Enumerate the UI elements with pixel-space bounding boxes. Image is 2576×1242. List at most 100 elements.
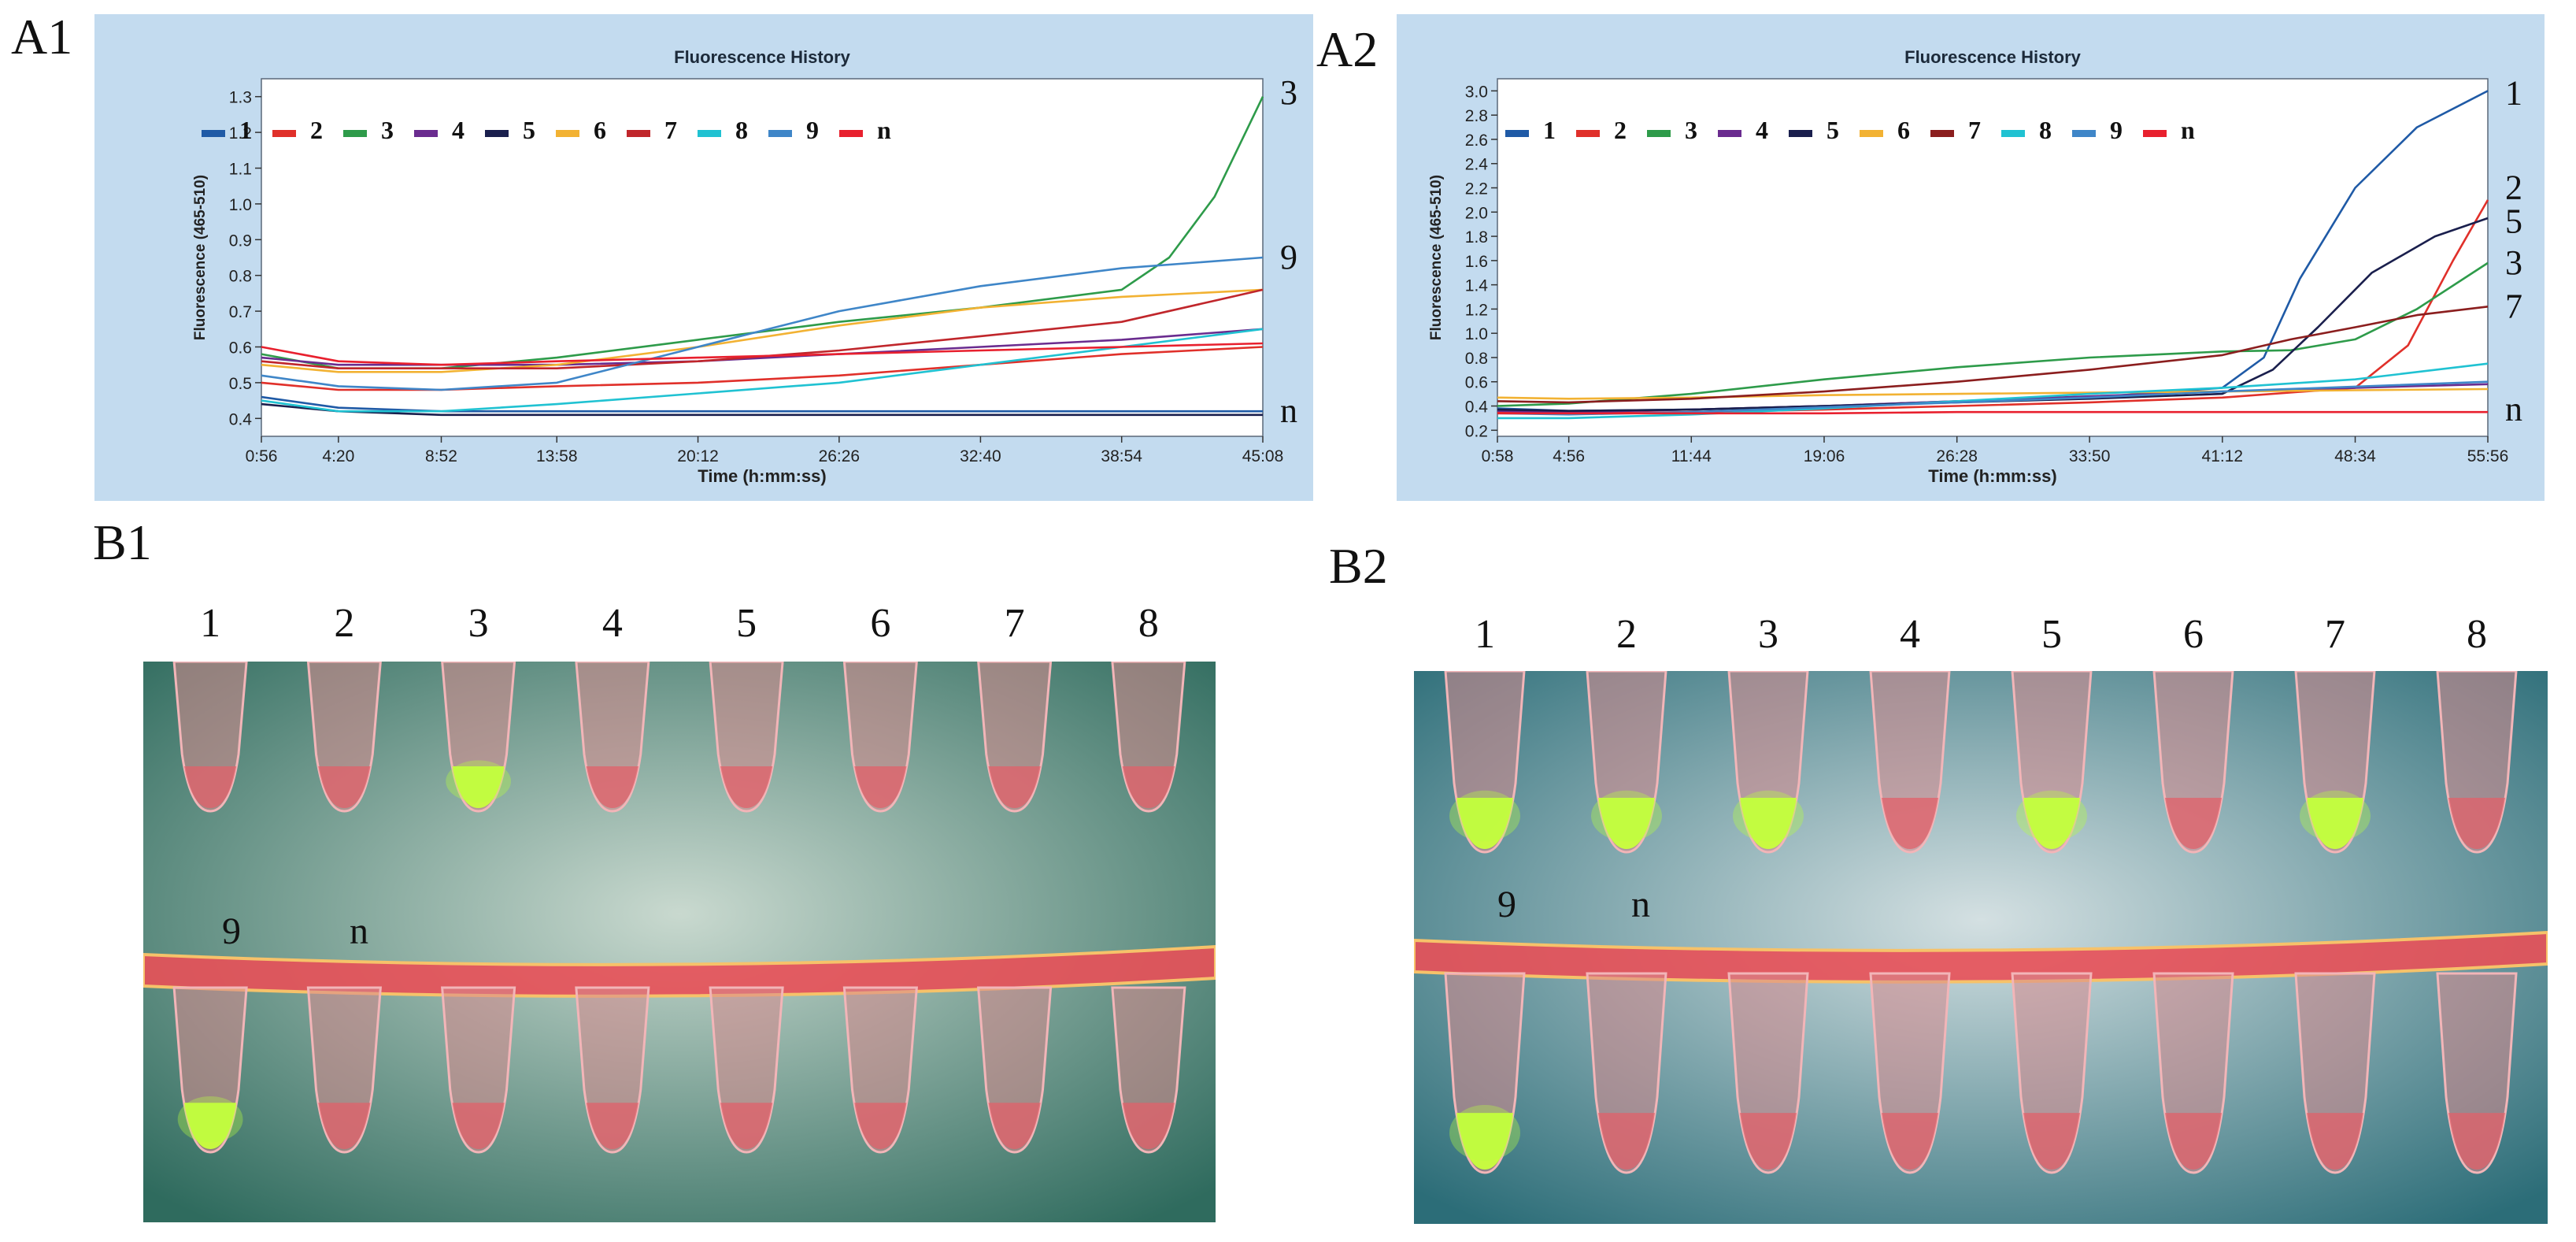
b2-top-tube-5 (2011, 671, 2093, 854)
b1-bottom-tube-1 (172, 986, 248, 1154)
chart-a1-y-label: Fluorescence (465-510) (192, 175, 209, 340)
b2-bottom-tube-6-liquid (2165, 1113, 2222, 1170)
chart-a1-x-tick-label: 0:56 (246, 447, 278, 465)
chart-a1-y-tick-label: 0.7 (229, 303, 252, 321)
chart-a2-x-tick-label: 55:56 (2467, 447, 2509, 465)
chart-a1-legend-swatch-1 (202, 130, 225, 137)
b1-top-tube-2-liquid (318, 766, 371, 808)
chart-a2-x-tick-label: 48:34 (2334, 447, 2376, 465)
chart-a1-x-tick-label: 26:26 (819, 447, 861, 465)
b2-tube-number-2: 2 (1616, 612, 1637, 657)
b2-top-tube-3 (1727, 671, 1809, 854)
chart-a1-series-2-line (261, 346, 1264, 391)
chart-a2-legend-swatch-2 (1576, 130, 1600, 137)
b2-top-tube-3-fluorescent-liquid (1740, 798, 1797, 849)
chart-a2-legend-label-7: 7 (1968, 116, 1981, 144)
b2-bottom-tube-4 (1869, 972, 1951, 1174)
chart-a2-y-tick-label: 3.0 (1465, 83, 1488, 101)
b1-tube-number-2: 2 (334, 601, 355, 646)
chart-a2-legend-swatch-3 (1647, 130, 1671, 137)
b1-bottom-tube-6 (842, 986, 918, 1154)
chart-a1-legend-swatch-8 (698, 130, 721, 137)
chart-a1-series-9-line (261, 256, 1264, 391)
chart-a2-y-tick-label: 0.6 (1465, 374, 1488, 392)
b1-top-tube-1-liquid (184, 766, 237, 808)
b1-top-tube-7 (977, 662, 1053, 813)
chart-a2-series-6-line (1497, 387, 2489, 400)
chart-a1-legend-swatch-7 (627, 130, 650, 137)
b2-tube-number-7: 7 (2325, 612, 2345, 657)
chart-a1-legend-label-n: n (877, 116, 891, 144)
b1-bottom-tube-8 (1111, 986, 1186, 1154)
b2-bottom-tube-7 (2294, 972, 2376, 1174)
chart-a2-legend-label-6: 6 (1897, 116, 1910, 144)
b2-top-tube-1 (1444, 671, 1526, 854)
b1-tube-number-5: 5 (736, 601, 757, 646)
b1-top-tube-4-liquid (586, 766, 638, 808)
chart-a1-legend-label-7: 7 (664, 116, 677, 144)
chart-a1-legend-label-9: 9 (806, 116, 819, 144)
b2-top-tube-4-liquid (1882, 798, 1938, 849)
b1-bottom-tube-4 (575, 986, 650, 1154)
b2-bottom-tube-5-liquid (2023, 1113, 2080, 1170)
panel-label-a2: A2 (1316, 21, 1379, 77)
chart-a1-x-tick-label: 4:20 (322, 447, 354, 465)
chart-a2-title: Fluorescence History (1904, 47, 2082, 67)
chart-a2-end-label-n: n (2505, 390, 2522, 428)
chart-a2-legend-swatch-8 (2001, 130, 2025, 137)
chart-a1-x-tick-label: 20:12 (677, 447, 719, 465)
b1-tube-number-6: 6 (870, 601, 891, 646)
b2-bottom-tube-3 (1727, 972, 1809, 1174)
chart-a1-series-1-line (261, 395, 1263, 413)
b1-top-tube-1 (172, 662, 248, 813)
chart-a2-x-tick-label: 19:06 (1804, 447, 1845, 465)
b1-bottom-tube-1-fluorescent-liquid (184, 1103, 237, 1149)
chart-a2-legend-label-n: n (2181, 116, 2195, 144)
chart-a1-title: Fluorescence History (674, 47, 851, 67)
chart-a2-end-label-1: 1 (2505, 73, 2522, 112)
chart-a2-end-label-5: 5 (2505, 202, 2522, 241)
chart-a2-y-tick-label: 0.8 (1465, 350, 1488, 368)
b1-bottom-tube-2-liquid (318, 1103, 371, 1149)
chart-a1-series-5-line (261, 402, 1263, 417)
b1-bottom-tube-1-glow (177, 1096, 243, 1143)
chart-a2-plot-area (1497, 78, 2489, 437)
chart-a2-x-tick-label: 0:58 (1482, 447, 1514, 465)
b1-top-tube-8-liquid (1122, 766, 1175, 808)
chart-a2-end-label-2: 2 (2505, 169, 2522, 207)
chart-a1-legend-label-5: 5 (523, 116, 535, 144)
b2-top-tube-7-glow (2300, 790, 2371, 842)
chart-a2-y-tick-label: 1.0 (1465, 325, 1488, 343)
b2-top-tube-1-fluorescent-liquid (1456, 798, 1513, 849)
b2-bottom-tube-2 (1586, 972, 1667, 1174)
chart-a2-legend-label-9: 9 (2110, 116, 2123, 144)
b2-top-tube-8-liquid (2448, 798, 2505, 849)
b2-tube-number-3: 3 (1758, 612, 1778, 657)
chart-a2-legend-label-1: 1 (1543, 116, 1556, 144)
chart-a2-series-n-line (1497, 410, 2488, 415)
b1-background (143, 662, 1216, 1222)
chart-a1-end-label-n: n (1280, 391, 1297, 430)
b2-bottom-tube-1-fluorescent-liquid (1456, 1113, 1513, 1170)
b1-bottom-tube-3-liquid (452, 1103, 505, 1149)
chart-a1-series-n-line (261, 342, 1264, 366)
b2-top-tube-4 (1869, 671, 1951, 854)
b2-bottom-tube-7-liquid (2307, 1113, 2363, 1170)
chart-a1-y-tick-label: 0.8 (229, 268, 252, 286)
chart-a2: Fluorescence History 0.2 0.4 0.6 0.8 1.0 1.2 1.… (1397, 14, 2545, 501)
b2-top-tube-7 (2294, 671, 2376, 854)
chart-a2-y-tick-label: 0.4 (1465, 399, 1489, 417)
b1-top-tube-2 (306, 662, 382, 813)
b2-top-tube-6 (2152, 671, 2234, 854)
chart-a2-legend-swatch-1 (1505, 130, 1529, 137)
b2-tube-number-8: 8 (2467, 612, 2487, 657)
chart-a2-y-label: Fluorescence (465-510) (1428, 175, 1445, 340)
chart-a1-legend-label-3: 3 (381, 116, 394, 144)
b1-bottom-tube-8-liquid (1122, 1103, 1175, 1149)
panel-label-b2: B2 (1329, 538, 1388, 594)
b2-top-tube-7-fluorescent-liquid (2307, 798, 2363, 849)
chart-a2-legend-swatch-6 (1860, 130, 1883, 137)
